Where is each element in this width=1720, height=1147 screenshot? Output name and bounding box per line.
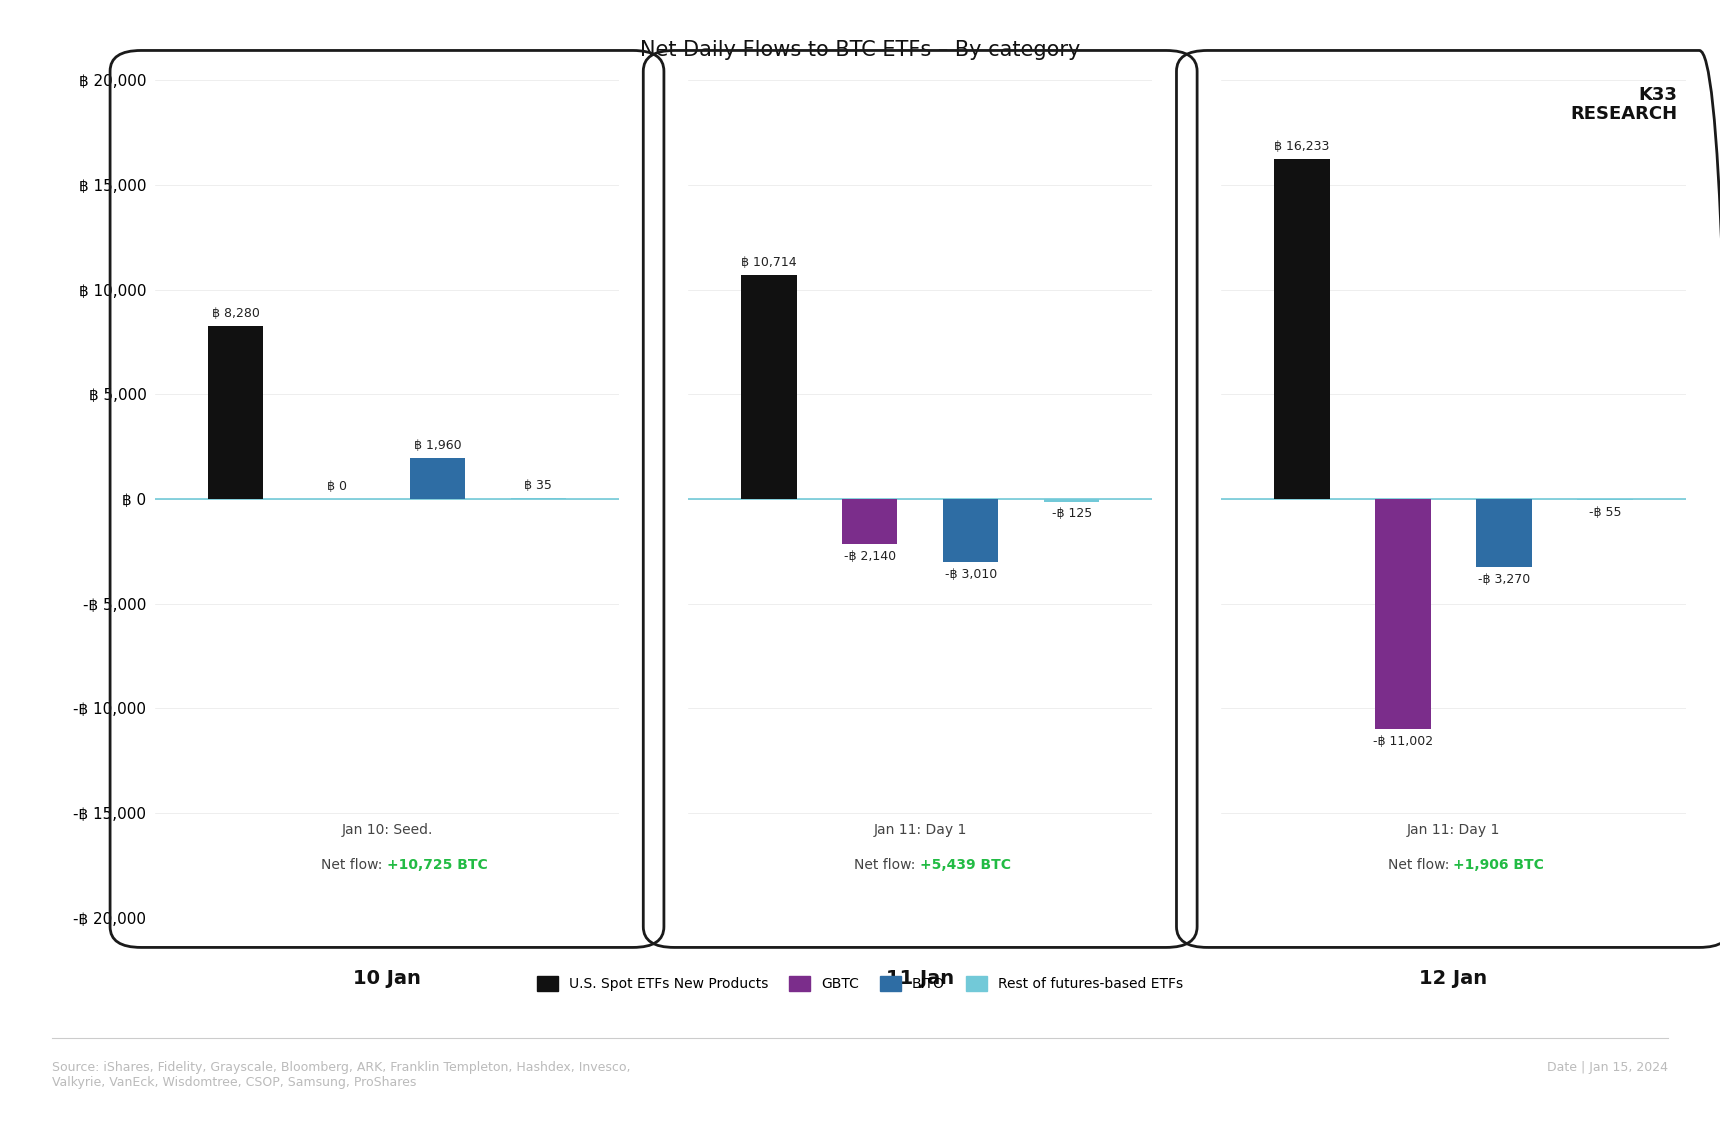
Bar (1044, 499, 1099, 501)
Text: ฿ 16,233: ฿ 16,233 (1275, 140, 1330, 154)
Text: Net flow: +1,906 BTC: Net flow: +1,906 BTC (1379, 858, 1527, 872)
Text: Net flow:: Net flow: (1388, 858, 1453, 872)
Legend: U.S. Spot ETFs New Products, GBTC, BITO, Rest of futures-based ETFs: U.S. Spot ETFs New Products, GBTC, BITO,… (531, 970, 1189, 997)
Text: ฿ 10,714: ฿ 10,714 (741, 256, 796, 268)
Text: -฿ 125: -฿ 125 (1051, 507, 1092, 521)
Text: +1,906 BTC: +1,906 BTC (1453, 858, 1545, 872)
Text: -฿ 2,140: -฿ 2,140 (843, 549, 896, 562)
Bar (943, 499, 998, 562)
Bar (741, 274, 796, 499)
Text: Jan 11: Day 1: Jan 11: Day 1 (1407, 822, 1500, 836)
Text: -฿ 55: -฿ 55 (1589, 506, 1620, 518)
Text: 12 Jan: 12 Jan (1419, 969, 1488, 989)
Text: +5,439 BTC: +5,439 BTC (920, 858, 1011, 872)
Bar (208, 326, 263, 499)
Bar (1275, 159, 1330, 499)
Text: ฿ 1,960: ฿ 1,960 (415, 439, 461, 452)
Text: 10 Jan: 10 Jan (353, 969, 421, 989)
Text: ฿ 35: ฿ 35 (525, 479, 552, 492)
Text: -฿ 11,002: -฿ 11,002 (1373, 735, 1433, 748)
Text: ฿ 8,280: ฿ 8,280 (212, 306, 260, 320)
Bar (1476, 499, 1531, 568)
Text: Date | Jan 15, 2024: Date | Jan 15, 2024 (1548, 1061, 1668, 1074)
Text: Net flow:: Net flow: (855, 858, 920, 872)
Bar (1577, 499, 1632, 500)
Text: 11 Jan: 11 Jan (886, 969, 955, 989)
Text: -฿ 3,270: -฿ 3,270 (1477, 574, 1531, 586)
Text: K33
RESEARCH: K33 RESEARCH (1570, 86, 1677, 124)
Text: Source: iShares, Fidelity, Grayscale, Bloomberg, ARK, Franklin Templeton, Hashde: Source: iShares, Fidelity, Grayscale, Bl… (52, 1061, 630, 1089)
Bar (409, 458, 464, 499)
Text: Net flow: +5,439 BTC: Net flow: +5,439 BTC (846, 858, 994, 872)
Text: Jan 10: Seed.: Jan 10: Seed. (341, 822, 433, 836)
Text: -฿ 3,010: -฿ 3,010 (944, 568, 998, 580)
Text: Net flow: +10,725 BTC: Net flow: +10,725 BTC (308, 858, 466, 872)
Text: Net flow:: Net flow: (322, 858, 387, 872)
Text: +10,725 BTC: +10,725 BTC (387, 858, 488, 872)
Bar (843, 499, 898, 544)
Text: ฿ 0: ฿ 0 (327, 481, 346, 493)
Bar (1376, 499, 1431, 729)
Text: Net Daily Flows to BTC ETFs – By category: Net Daily Flows to BTC ETFs – By categor… (640, 40, 1080, 60)
Text: Jan 11: Day 1: Jan 11: Day 1 (874, 822, 967, 836)
